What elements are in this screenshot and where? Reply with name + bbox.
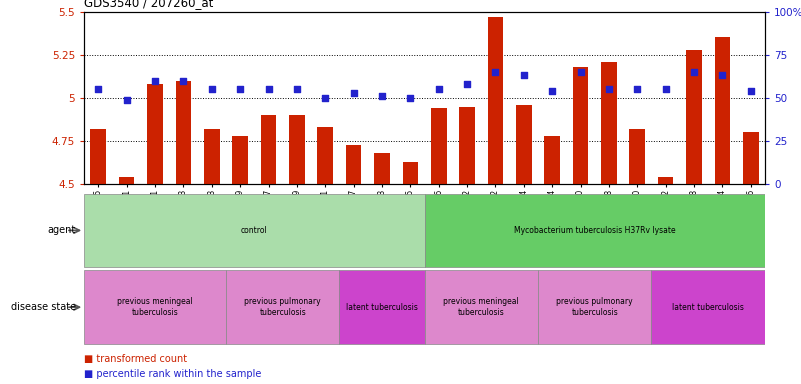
Bar	[573, 67, 589, 184]
Bar	[658, 177, 674, 184]
Point	[489, 69, 502, 75]
Bar	[403, 162, 418, 184]
Point	[262, 86, 275, 92]
Point	[574, 69, 587, 75]
Point	[517, 72, 530, 78]
Bar	[232, 136, 248, 184]
Point	[291, 86, 304, 92]
Text: Mycobacterium tuberculosis H37Rv lysate: Mycobacterium tuberculosis H37Rv lysate	[514, 226, 675, 235]
Bar	[686, 50, 702, 184]
Text: previous meningeal
tuberculosis: previous meningeal tuberculosis	[444, 298, 519, 317]
Point	[149, 78, 162, 84]
Bar	[340, 270, 425, 344]
Point	[319, 95, 332, 101]
Bar	[84, 194, 425, 267]
Bar	[425, 194, 765, 267]
Point	[545, 88, 558, 94]
Text: agent: agent	[48, 225, 76, 235]
Point	[744, 88, 757, 94]
Bar	[488, 17, 503, 184]
Bar	[147, 84, 163, 184]
Text: latent tuberculosis: latent tuberculosis	[346, 303, 418, 312]
Bar	[317, 127, 333, 184]
Point	[347, 90, 360, 96]
Text: GDS3540 / 207260_at: GDS3540 / 207260_at	[84, 0, 214, 9]
Bar	[714, 38, 731, 184]
Bar	[425, 270, 538, 344]
Bar	[119, 177, 135, 184]
Point	[205, 86, 218, 92]
Bar	[84, 270, 226, 344]
Point	[461, 81, 473, 87]
Point	[659, 86, 672, 92]
Text: ■ percentile rank within the sample: ■ percentile rank within the sample	[84, 369, 261, 379]
Bar	[431, 108, 446, 184]
Text: control: control	[241, 226, 268, 235]
Text: previous pulmonary
tuberculosis: previous pulmonary tuberculosis	[557, 298, 633, 317]
Point	[177, 78, 190, 84]
Bar	[651, 270, 765, 344]
Bar	[226, 270, 340, 344]
Text: previous pulmonary
tuberculosis: previous pulmonary tuberculosis	[244, 298, 321, 317]
Bar	[630, 129, 645, 184]
Point	[120, 96, 133, 103]
Bar	[204, 129, 219, 184]
Text: latent tuberculosis: latent tuberculosis	[672, 303, 744, 312]
Point	[234, 86, 247, 92]
Point	[716, 72, 729, 78]
Bar	[459, 107, 475, 184]
Bar	[175, 81, 191, 184]
Bar	[91, 129, 106, 184]
Bar	[374, 153, 390, 184]
Text: ■ transformed count: ■ transformed count	[84, 354, 187, 364]
Bar	[538, 270, 651, 344]
Point	[602, 86, 615, 92]
Bar	[545, 136, 560, 184]
Point	[433, 86, 445, 92]
Bar	[601, 62, 617, 184]
Point	[92, 86, 105, 92]
Bar	[289, 115, 304, 184]
Point	[376, 93, 388, 99]
Bar	[516, 105, 532, 184]
Bar	[346, 144, 361, 184]
Point	[631, 86, 644, 92]
Text: previous meningeal
tuberculosis: previous meningeal tuberculosis	[117, 298, 193, 317]
Text: disease state: disease state	[11, 302, 76, 312]
Bar	[260, 115, 276, 184]
Point	[687, 69, 700, 75]
Bar	[743, 132, 759, 184]
Point	[404, 95, 417, 101]
